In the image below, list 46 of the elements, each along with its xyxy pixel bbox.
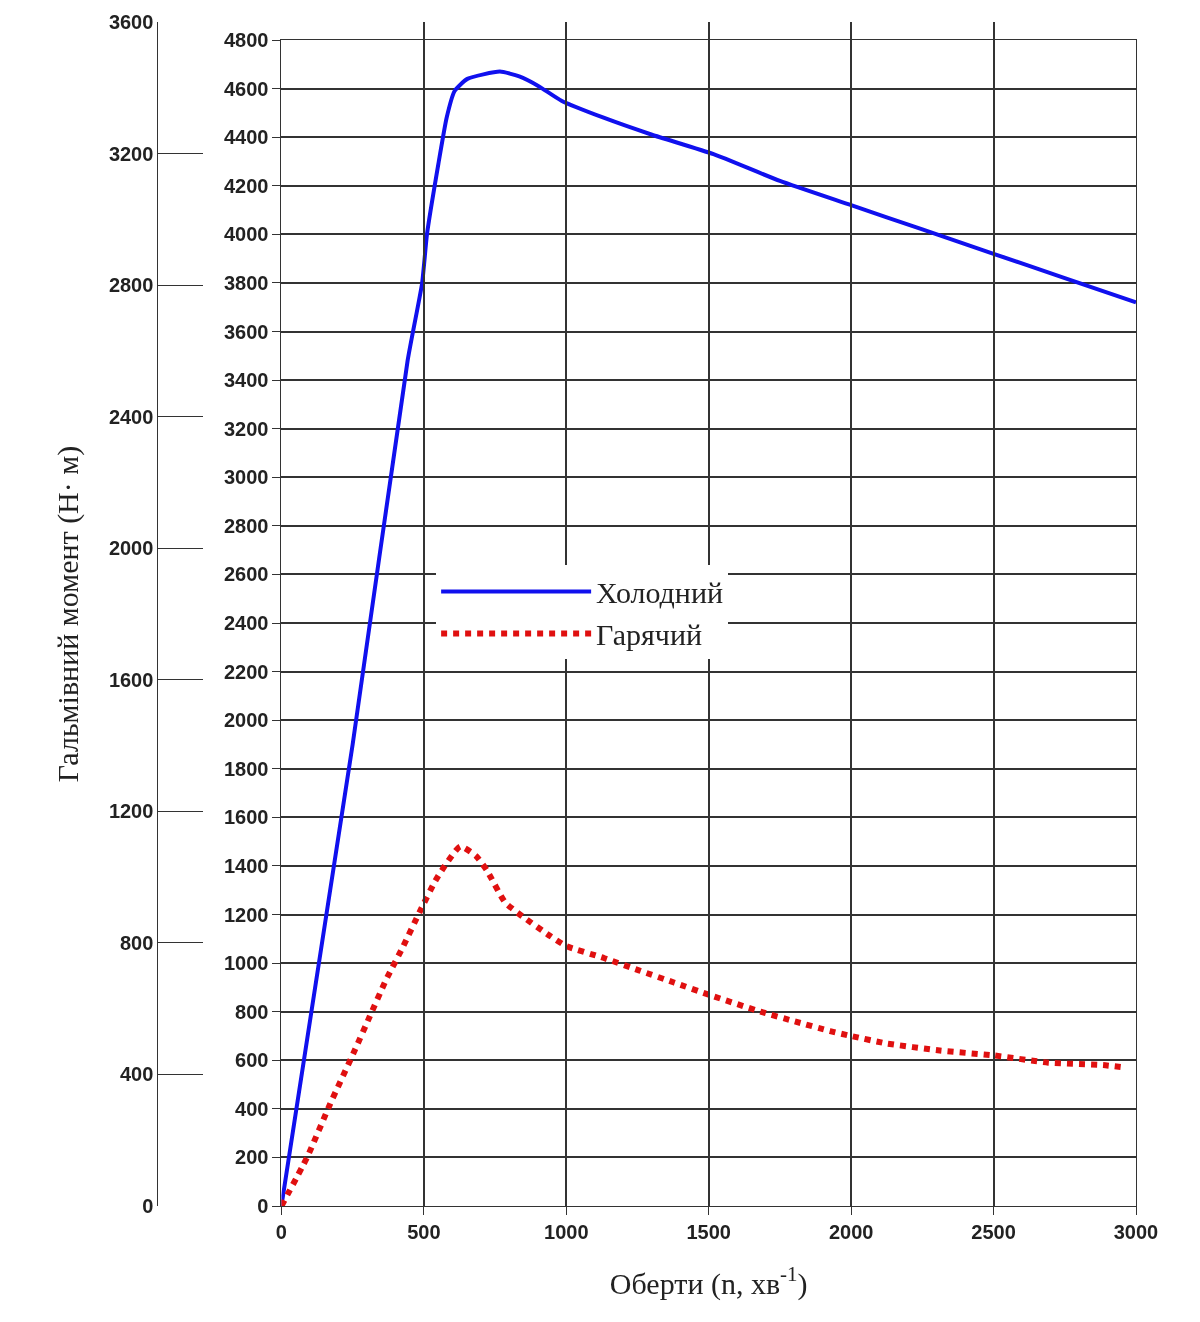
y-tick-label: 1000	[223, 952, 269, 975]
y-tick-label: 2400	[223, 612, 269, 634]
legend-label: Гарячий	[596, 618, 703, 652]
x-tick-label: 2500	[971, 1221, 1016, 1243]
y-tick-label: 2800	[223, 514, 269, 537]
legend-label: Холодний	[596, 576, 724, 610]
x-tick-label: 500	[407, 1221, 441, 1243]
y-tick-label: 4600	[223, 77, 269, 100]
y-tick-label: 400	[235, 1097, 269, 1120]
y2-tick-label: 2400	[108, 405, 154, 428]
y-tick-label: 200	[235, 1146, 269, 1169]
y2-tick-label: 3600	[108, 11, 154, 33]
y2-tick-label: 0	[142, 1195, 154, 1217]
y-tick-label: 3400	[223, 369, 269, 392]
y-tick-label: 1200	[223, 903, 269, 926]
y-tick-label: 1600	[223, 806, 269, 829]
y2-tick-label: 1600	[108, 668, 154, 691]
y-tick-label: 800	[235, 1000, 269, 1023]
y-tick-label: 1800	[223, 757, 269, 780]
y2-tick-label: 2800	[108, 274, 154, 297]
y-tick-label: 2000	[223, 709, 269, 732]
x-tick-label: 2000	[828, 1221, 874, 1243]
x-tick-label: 3000	[1113, 1221, 1159, 1243]
y-tick-label: 3000	[223, 466, 269, 489]
y-tick-label: 2600	[223, 563, 269, 586]
y2-axis-title: Гальмівний момент (Н· м)	[50, 445, 85, 783]
y-tick-label: 3800	[223, 271, 269, 294]
y2-tick-label: 800	[120, 931, 154, 954]
y2-tick-label: 1200	[108, 800, 154, 823]
y-tick-label: 4000	[223, 223, 269, 246]
x-tick-label: 0	[275, 1221, 287, 1243]
x-axis-title: Оберти (n, хв$^{-1}$)	[609, 1261, 808, 1301]
y2-tick-label: 2000	[108, 537, 154, 560]
y-tick-label: 4200	[223, 174, 269, 197]
y-tick-label: 3200	[223, 417, 269, 440]
y-tick-label: 4400	[223, 126, 269, 149]
y-tick-label: 600	[235, 1049, 269, 1072]
y2-tick-label: 400	[120, 1063, 154, 1086]
y2-tick-label: 3200	[108, 142, 154, 165]
y-tick-label: 2200	[223, 660, 269, 683]
x-tick-label: 1500	[686, 1221, 731, 1243]
x-tick-label: 1000	[544, 1221, 589, 1243]
y-tick-label: 3600	[223, 320, 269, 343]
y-tick-label: 4800	[223, 29, 269, 51]
y-tick-label: 0	[257, 1195, 269, 1217]
y-tick-label: 1400	[223, 854, 269, 877]
